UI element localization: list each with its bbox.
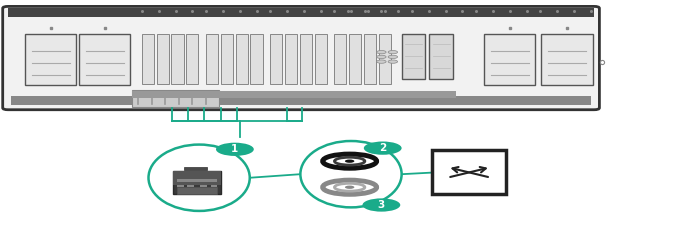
FancyBboxPatch shape [79, 34, 130, 85]
Bar [364, 34, 376, 84]
Bar [349, 34, 361, 84]
Circle shape [377, 55, 386, 59]
Bar [315, 34, 327, 84]
Bar [187, 185, 194, 187]
Bar [11, 96, 591, 105]
Bar [8, 8, 594, 17]
Bar [236, 34, 248, 84]
Circle shape [388, 60, 398, 63]
Bar [379, 34, 391, 84]
Bar [206, 34, 218, 84]
Bar [177, 187, 217, 194]
FancyBboxPatch shape [484, 34, 535, 85]
Bar [186, 34, 198, 84]
Circle shape [388, 55, 398, 59]
Bar [173, 171, 221, 185]
Bar [184, 167, 207, 170]
Bar [142, 34, 154, 84]
Bar [157, 34, 169, 84]
Bar [211, 185, 217, 187]
Ellipse shape [300, 141, 402, 207]
Bar [132, 90, 219, 107]
Bar [250, 34, 263, 84]
Bar [173, 171, 221, 194]
Circle shape [377, 50, 386, 54]
Bar [270, 34, 282, 84]
Circle shape [216, 143, 254, 156]
Bar [402, 34, 425, 79]
Circle shape [364, 141, 402, 155]
Circle shape [345, 160, 354, 163]
Ellipse shape [148, 145, 250, 211]
FancyBboxPatch shape [25, 34, 76, 85]
Bar [429, 34, 453, 79]
Bar [177, 179, 217, 182]
Text: 2: 2 [379, 143, 386, 153]
Text: 1: 1 [232, 144, 238, 154]
FancyBboxPatch shape [432, 150, 506, 194]
Bar [285, 34, 297, 84]
Circle shape [388, 50, 398, 54]
Text: 3: 3 [378, 200, 385, 210]
Circle shape [345, 186, 354, 189]
FancyBboxPatch shape [541, 34, 593, 85]
Bar [221, 34, 233, 84]
Bar [171, 34, 184, 84]
Bar [334, 34, 346, 84]
Bar [200, 185, 207, 187]
Bar [177, 185, 184, 187]
Circle shape [377, 60, 386, 63]
FancyBboxPatch shape [3, 6, 599, 110]
Circle shape [362, 198, 400, 212]
Bar [132, 91, 456, 98]
Bar [300, 34, 312, 84]
